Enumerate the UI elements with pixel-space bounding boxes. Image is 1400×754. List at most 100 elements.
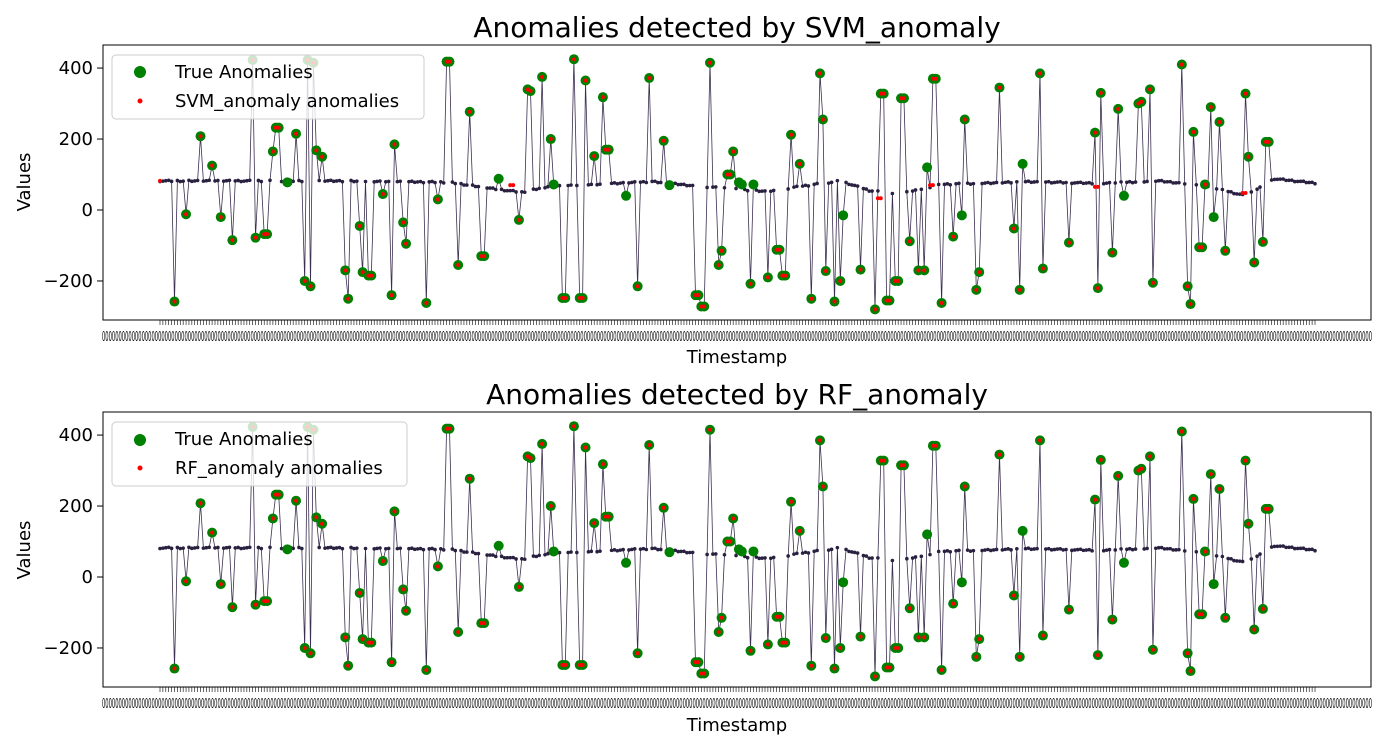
detected-anomaly-point xyxy=(343,635,348,640)
detected-anomaly-point xyxy=(719,615,724,620)
data-point xyxy=(383,179,388,184)
data-point xyxy=(1281,177,1285,181)
data-point xyxy=(595,182,599,187)
detected-anomaly-point xyxy=(360,270,365,275)
data-point xyxy=(224,178,229,183)
data-point xyxy=(1026,546,1031,550)
data-point xyxy=(1162,547,1167,551)
detected-anomaly-point xyxy=(401,587,406,592)
detected-anomaly-point xyxy=(702,671,707,676)
legend-marker-detected xyxy=(137,465,143,471)
data-point xyxy=(653,179,657,184)
data-point xyxy=(1298,546,1303,551)
y-axis-label: Values xyxy=(14,153,35,212)
detected-anomaly-point xyxy=(977,270,982,275)
detected-anomaly-point xyxy=(1223,248,1228,253)
detected-anomaly-point xyxy=(1203,182,1207,187)
true-anomaly-point xyxy=(1118,557,1129,568)
data-point xyxy=(1275,177,1280,182)
data-point xyxy=(905,189,909,194)
detected-anomaly-point xyxy=(748,648,753,653)
data-point xyxy=(850,550,854,554)
detected-anomaly-point xyxy=(366,640,371,645)
data-point xyxy=(983,548,987,552)
data-point xyxy=(520,557,524,561)
data-point xyxy=(204,178,209,183)
data-point xyxy=(1081,548,1086,553)
y-tick-label: 0 xyxy=(82,567,93,588)
data-point xyxy=(546,184,550,189)
detected-anomaly-point xyxy=(482,254,487,259)
detected-anomaly-point xyxy=(974,654,979,659)
data-point xyxy=(800,551,805,555)
data-point xyxy=(372,547,377,551)
detected-anomaly-point xyxy=(916,268,921,273)
data-point xyxy=(768,189,773,194)
detected-anomaly-point xyxy=(765,275,770,280)
data-point xyxy=(835,545,840,550)
data-point xyxy=(462,550,466,554)
detected-anomaly-point xyxy=(404,608,409,613)
data-point xyxy=(760,556,764,560)
data-point xyxy=(465,183,469,187)
data-point xyxy=(242,546,246,550)
detected-anomaly-point xyxy=(563,296,568,300)
detected-anomaly-point xyxy=(1040,633,1045,638)
data-point xyxy=(1070,548,1074,553)
data-point xyxy=(913,188,918,192)
data-point xyxy=(349,178,353,183)
true-anomaly-point xyxy=(1017,158,1028,169)
data-point xyxy=(676,182,680,187)
data-point xyxy=(256,545,261,550)
data-point xyxy=(410,179,414,184)
data-point xyxy=(835,178,840,183)
detected-anomaly-point xyxy=(716,630,721,634)
data-point xyxy=(1153,546,1158,551)
detected-anomaly-point xyxy=(875,196,880,201)
detected-anomaly-point xyxy=(728,539,733,544)
data-point xyxy=(713,185,718,189)
data-point xyxy=(1075,547,1080,552)
detected-anomaly-point xyxy=(930,76,935,81)
detected-anomaly-point xyxy=(974,287,979,292)
data-point xyxy=(1237,559,1242,563)
data-point xyxy=(334,546,339,550)
data-point xyxy=(615,181,620,186)
data-point xyxy=(1304,547,1309,552)
detected-anomaly-point xyxy=(809,663,814,668)
data-point xyxy=(1130,547,1135,552)
data-point xyxy=(1075,180,1080,185)
true-anomaly-point xyxy=(748,546,759,557)
data-point xyxy=(488,186,492,190)
data-point xyxy=(178,179,183,184)
detected-anomaly-point xyxy=(1011,226,1016,231)
detected-anomaly-point xyxy=(456,263,461,267)
detected-anomaly-point xyxy=(1136,468,1141,473)
data-point xyxy=(522,557,527,562)
detected-anomaly-point xyxy=(716,263,721,267)
data-point xyxy=(595,549,599,554)
detected-anomaly-point xyxy=(797,528,802,533)
detected-anomaly-point xyxy=(1185,284,1190,289)
legend-box xyxy=(111,421,408,487)
detected-anomaly-point xyxy=(262,599,267,604)
data-point xyxy=(644,180,649,185)
detected-anomaly-point xyxy=(933,443,938,448)
data-point xyxy=(268,545,272,550)
data-point xyxy=(954,181,958,186)
detected-anomaly-point xyxy=(1093,184,1097,189)
data-point xyxy=(378,179,382,183)
data-point xyxy=(247,545,252,550)
data-point xyxy=(876,189,880,193)
data-point xyxy=(745,555,750,560)
detected-anomaly-point xyxy=(858,634,863,639)
legend-marker-true-anomalies xyxy=(134,66,146,78)
true-anomaly-point xyxy=(736,546,747,557)
detected-anomaly-point xyxy=(577,296,582,300)
data-point xyxy=(1255,187,1259,192)
data-point xyxy=(1298,179,1303,184)
data-point xyxy=(158,546,162,551)
detected-anomaly-point xyxy=(789,132,794,137)
data-point xyxy=(166,178,171,183)
